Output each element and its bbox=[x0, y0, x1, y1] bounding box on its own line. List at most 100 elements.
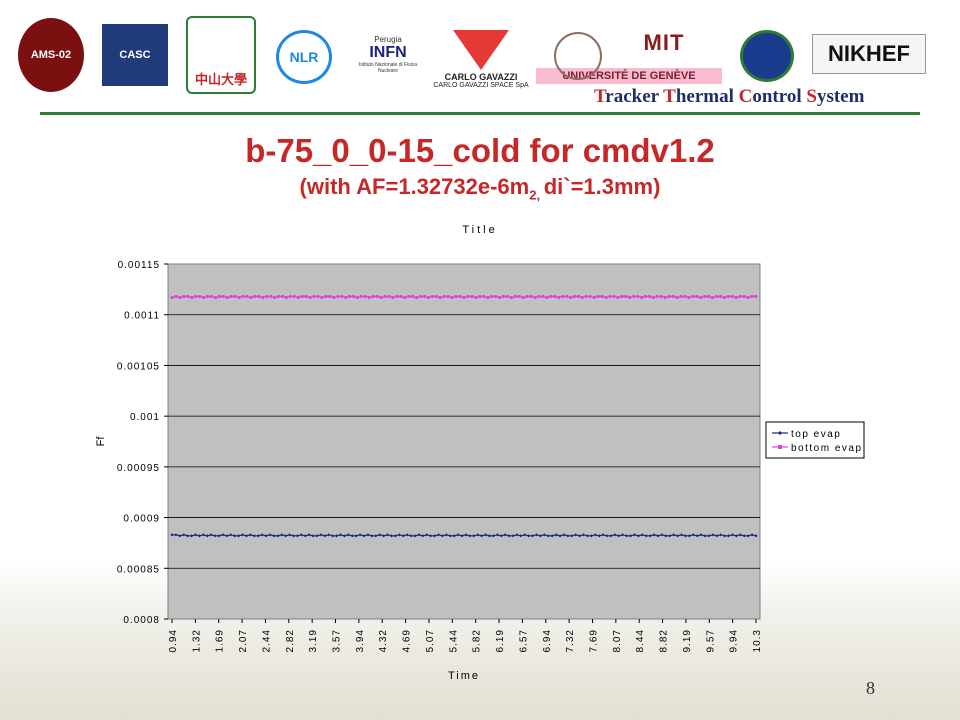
data-point bbox=[260, 533, 264, 537]
data-point bbox=[699, 296, 703, 299]
x-tick-label: 9.57 bbox=[705, 629, 716, 652]
data-point bbox=[409, 534, 413, 538]
data-point bbox=[331, 534, 335, 538]
data-point bbox=[308, 296, 312, 299]
data-point bbox=[584, 295, 588, 298]
x-tick-label: 5.44 bbox=[448, 629, 459, 652]
page-number: 8 bbox=[866, 678, 875, 698]
data-point bbox=[711, 533, 715, 537]
data-point bbox=[754, 534, 758, 538]
data-point bbox=[515, 533, 519, 537]
data-point bbox=[746, 296, 750, 299]
data-point bbox=[415, 296, 419, 299]
data-point bbox=[434, 295, 438, 298]
data-point bbox=[269, 295, 273, 298]
data-point bbox=[356, 296, 359, 299]
data-point bbox=[687, 534, 691, 538]
data-point bbox=[382, 534, 386, 538]
data-point bbox=[417, 533, 421, 537]
data-point bbox=[589, 534, 593, 538]
data-point bbox=[413, 534, 417, 538]
data-point bbox=[206, 295, 209, 298]
geneva-logo: UNIVERSITÉ DE GENÈVE bbox=[536, 28, 722, 84]
x-tick-label: 8.82 bbox=[659, 629, 670, 652]
data-point bbox=[652, 533, 656, 537]
data-point bbox=[328, 295, 332, 298]
data-point bbox=[498, 296, 501, 299]
data-point bbox=[374, 534, 378, 538]
x-tick-label: 10.3 bbox=[752, 629, 763, 652]
data-point bbox=[320, 296, 324, 299]
data-point bbox=[719, 533, 723, 537]
data-point bbox=[593, 533, 597, 537]
data-point bbox=[323, 534, 327, 538]
chart-title: Title bbox=[462, 224, 497, 236]
taiwan-emblem-icon bbox=[740, 30, 794, 82]
data-point bbox=[257, 295, 261, 298]
data-point bbox=[300, 295, 304, 298]
data-point bbox=[707, 295, 711, 298]
data-point bbox=[605, 534, 609, 538]
data-point bbox=[281, 295, 284, 298]
data-point bbox=[391, 296, 395, 299]
y-tick-label: 0.0008 bbox=[123, 615, 160, 626]
data-point bbox=[553, 295, 557, 298]
ams02-logo: AMS-02 bbox=[18, 18, 84, 92]
data-point bbox=[307, 533, 311, 537]
data-point bbox=[186, 295, 190, 298]
data-point bbox=[454, 295, 458, 298]
data-point bbox=[636, 295, 640, 298]
x-tick-label: 3.57 bbox=[332, 629, 343, 652]
data-point bbox=[367, 296, 371, 299]
data-point bbox=[241, 295, 245, 298]
data-point bbox=[335, 534, 339, 538]
data-point bbox=[596, 295, 600, 298]
data-point bbox=[344, 296, 348, 299]
data-point bbox=[237, 296, 241, 299]
data-point bbox=[401, 534, 405, 538]
x-tick-label: 6.19 bbox=[495, 629, 506, 652]
data-point bbox=[312, 295, 316, 298]
data-point bbox=[730, 295, 734, 298]
data-point bbox=[458, 295, 462, 298]
data-point bbox=[723, 296, 726, 299]
data-point bbox=[632, 533, 637, 537]
data-point bbox=[597, 534, 601, 538]
data-point bbox=[360, 295, 363, 298]
data-point bbox=[703, 295, 707, 298]
data-point bbox=[468, 534, 472, 538]
data-point bbox=[256, 534, 260, 538]
data-point bbox=[558, 534, 562, 538]
data-point bbox=[581, 533, 586, 537]
data-point bbox=[291, 534, 296, 538]
data-point bbox=[691, 533, 695, 537]
x-tick-label: 5.07 bbox=[425, 629, 436, 652]
data-point bbox=[436, 533, 441, 537]
data-point bbox=[450, 296, 454, 299]
data-point bbox=[566, 534, 570, 538]
x-tick-label: 7.32 bbox=[565, 629, 576, 652]
data-point bbox=[311, 534, 315, 538]
data-point bbox=[726, 534, 731, 538]
data-point bbox=[442, 295, 446, 298]
data-point bbox=[711, 296, 714, 299]
data-point bbox=[280, 533, 284, 537]
data-point bbox=[487, 534, 492, 538]
data-point bbox=[672, 533, 676, 537]
triangle-icon bbox=[453, 29, 509, 70]
data-point bbox=[452, 534, 456, 538]
x-tick-label: 9.19 bbox=[682, 629, 693, 652]
data-point bbox=[580, 296, 584, 299]
y-tick-label: 0.00085 bbox=[117, 564, 160, 575]
data-point bbox=[252, 534, 256, 538]
data-point bbox=[683, 534, 688, 538]
data-point bbox=[754, 295, 758, 298]
data-point bbox=[592, 296, 596, 299]
data-point bbox=[715, 295, 718, 298]
data-point bbox=[375, 295, 379, 298]
x-tick-label: 7.69 bbox=[588, 629, 599, 652]
data-point bbox=[494, 295, 497, 298]
data-point bbox=[525, 295, 529, 298]
y-tick-label: 0.0011 bbox=[124, 311, 160, 322]
data-point bbox=[186, 534, 190, 538]
